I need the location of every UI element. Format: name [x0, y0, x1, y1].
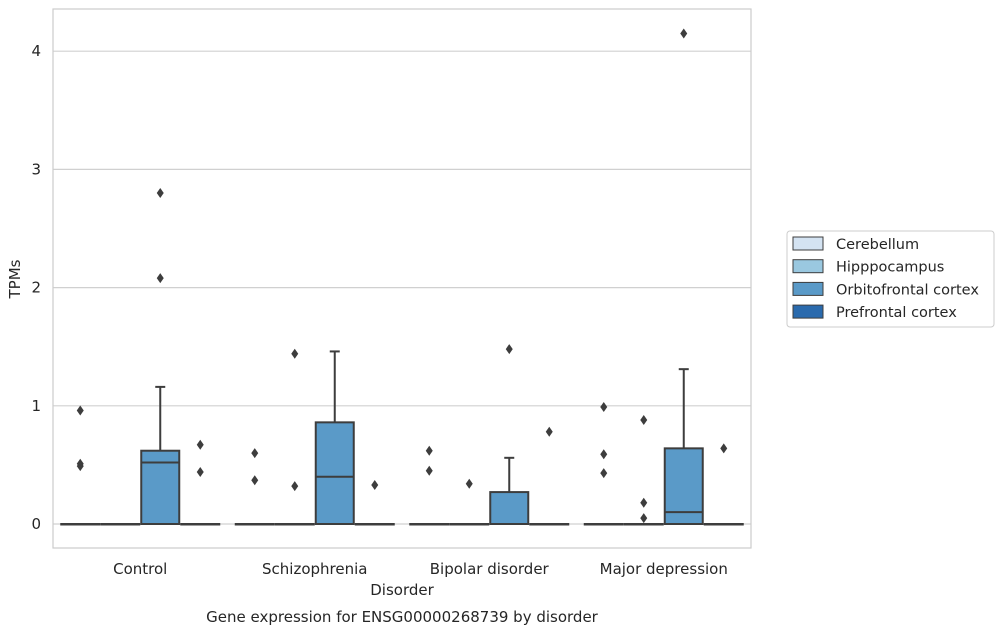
box-orbitofrontal-cortex — [489, 456, 530, 525]
legend-label: Prefrontal cortex — [836, 305, 957, 321]
outlier-point — [640, 414, 648, 425]
box-prefrontal-cortex — [529, 523, 570, 526]
outlier-point — [600, 468, 608, 479]
box-rect — [489, 491, 530, 525]
plot-area-frame — [52, 8, 752, 549]
x-axis-label: Disorder — [370, 581, 434, 599]
outlier-point — [291, 348, 299, 359]
outlier-point — [640, 513, 648, 524]
y-axis-ticks: 0 1 2 3 4 — [31, 42, 41, 533]
x-tick-label: Control — [113, 560, 167, 578]
box-hipppocampus — [274, 523, 315, 526]
box-cerebellum — [234, 523, 275, 526]
box-cerebellum — [409, 523, 450, 526]
legend-swatch — [792, 281, 824, 296]
box-orbitofrontal-cortex — [314, 350, 355, 525]
outlier-point — [251, 448, 259, 459]
outlier-point — [251, 475, 259, 486]
y-tick-label: 1 — [31, 397, 41, 415]
box-prefrontal-cortex — [703, 523, 744, 526]
box-cerebellum — [583, 523, 624, 526]
box-prefrontal-cortex — [354, 523, 395, 526]
y-tick-label: 2 — [31, 279, 41, 297]
y-tick-label: 3 — [31, 160, 41, 178]
outlier-point — [76, 461, 84, 472]
outlier-point — [196, 439, 204, 450]
outlier-point — [505, 344, 513, 355]
outlier-point — [680, 28, 688, 39]
box-hipppocampus — [449, 523, 490, 526]
outlier-point — [156, 273, 164, 284]
legend-label: Hipppocampus — [836, 260, 944, 276]
y-tick-label: 0 — [31, 515, 41, 533]
outlier-point — [425, 445, 433, 456]
legend-swatch — [792, 259, 824, 274]
box-prefrontal-cortex — [180, 523, 221, 526]
outlier-points — [76, 28, 728, 524]
box-series — [60, 350, 744, 526]
x-axis-ticks: Control Schizophrenia Bipolar disorder Majo… — [113, 560, 728, 578]
outlier-point — [76, 405, 84, 416]
box-cerebellum — [60, 523, 101, 526]
box-hipppocampus — [100, 523, 141, 526]
box-orbitofrontal-cortex — [663, 368, 704, 525]
box-rect — [314, 421, 355, 525]
box-hipppocampus — [623, 523, 664, 526]
outlier-point — [640, 497, 648, 508]
outlier-point — [465, 478, 473, 489]
legend-frame — [786, 230, 995, 328]
legend-label: Orbitofrontal cortex — [836, 282, 979, 298]
legend-swatch — [792, 304, 824, 319]
outlier-point — [156, 188, 164, 199]
y-axis-label: TPMs — [6, 259, 24, 299]
x-tick-label: Schizophrenia — [262, 560, 367, 578]
outlier-point — [291, 481, 299, 492]
outlier-point — [425, 465, 433, 476]
legend-label: Cerebellum — [836, 237, 919, 253]
outlier-point — [600, 449, 608, 460]
outlier-point — [196, 466, 204, 477]
y-tick-label: 4 — [31, 42, 41, 60]
x-tick-label: Major depression — [600, 560, 728, 578]
outlier-point — [600, 401, 608, 412]
legend-swatch — [792, 236, 824, 251]
x-tick-label: Bipolar disorder — [430, 560, 550, 578]
chart-title: Gene expression for ENSG00000268739 by d… — [206, 608, 599, 626]
legend: Cerebellum Hipppocampus Orbitofrontal cort… — [786, 230, 995, 328]
outlier-point — [371, 479, 379, 490]
box-orbitofrontal-cortex — [140, 385, 181, 525]
outlier-point — [545, 426, 553, 437]
outlier-point — [720, 443, 728, 454]
